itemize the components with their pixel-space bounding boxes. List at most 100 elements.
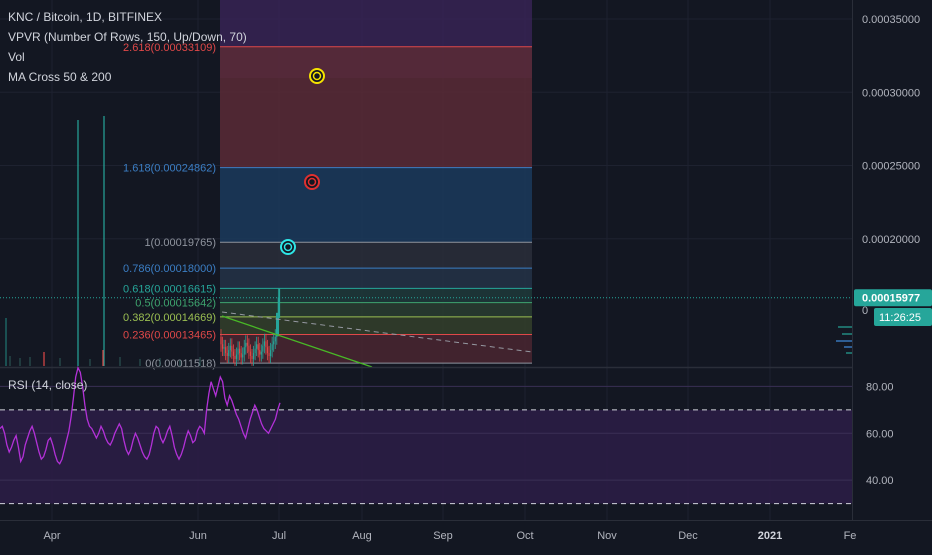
candle-body [252, 353, 255, 359]
candle-body [240, 353, 242, 358]
rsi-band [0, 409, 852, 504]
fib-label-1: 1(0.00019765) [144, 237, 216, 249]
fib-label-0-786: 0.786(0.00018000) [123, 263, 216, 275]
partial-tick: 0 [862, 305, 868, 317]
fib-band [220, 46, 532, 168]
rsi-axis[interactable]: 80.00 60.00 40.00 [866, 381, 894, 487]
countdown-label: 11:26:25 [879, 312, 921, 324]
candle-body [262, 345, 264, 352]
volume-spikes [5, 116, 105, 366]
rsi-panel [0, 365, 852, 505]
time-tick-jul: Jul [272, 530, 286, 542]
time-tick-dec: Dec [678, 530, 698, 542]
candle-body [246, 342, 248, 346]
candle-body [259, 350, 261, 355]
candle-body [242, 354, 244, 358]
low-volume-histogram [9, 356, 201, 366]
price-candles [220, 288, 281, 366]
fib-band [220, 302, 532, 317]
candle-body [271, 344, 273, 351]
vpvr-profile [836, 326, 852, 354]
symbol-title[interactable]: KNC / Bitcoin, 1D, BITFINEX [8, 10, 163, 24]
price-tick-0: 0.00035000 [862, 14, 920, 26]
countdown-tag: 11:26:25 [874, 308, 932, 326]
time-tick-nov: Nov [597, 530, 617, 542]
rsi-series-line [0, 365, 281, 465]
candle-body [260, 351, 262, 355]
fib-label-0-236: 0.236(0.00013465) [123, 330, 216, 342]
candle-body [265, 341, 267, 348]
candle-body [225, 347, 227, 354]
fib-band [220, 288, 532, 303]
indicator-vol[interactable]: Vol [8, 50, 25, 64]
candle-body [277, 297, 279, 324]
candle-body [228, 350, 230, 357]
fib-band [220, 268, 532, 289]
indicator-vpvr[interactable]: VPVR (Number Of Rows, 150, Up/Down, 70) [8, 30, 247, 44]
fib-bands [220, 46, 532, 364]
time-tick-aug: Aug [352, 530, 372, 542]
breakout-candle [276, 312, 279, 337]
candle-body [223, 347, 225, 349]
price-tick-2: 0.00025000 [862, 161, 920, 173]
candle-body [257, 344, 259, 351]
fib-retracement: 2.618(0.00033109) 1.618(0.00024862) 1(0.… [123, 0, 532, 370]
candle-body [243, 347, 245, 355]
time-tick-oct: Oct [516, 530, 533, 542]
candle-body [232, 351, 234, 357]
current-price-tag: 0.00015977 [854, 289, 932, 307]
candle-body [268, 353, 270, 357]
time-tick-jun: Jun [189, 530, 207, 542]
time-tick-feb: Fe [844, 530, 857, 542]
candle-body [270, 350, 272, 357]
candle-body [237, 348, 239, 355]
fib-band [220, 167, 532, 243]
target-marker-yellow [309, 68, 325, 84]
candle-body [221, 344, 224, 349]
candle-body [256, 344, 258, 349]
candle-body [254, 348, 256, 354]
price-axis[interactable]: 0.00035000 0.00030000 0.00025000 0.00020… [862, 14, 920, 246]
candle-body [251, 356, 253, 359]
fib-band [220, 242, 532, 269]
rsi-tick-40: 40.00 [866, 475, 894, 487]
candle-body [245, 342, 247, 348]
rsi-tick-80: 80.00 [866, 381, 894, 393]
fib-label-0-382: 0.382(0.00014669) [123, 312, 216, 324]
candle-body [226, 353, 228, 357]
candle-body [235, 354, 238, 359]
candle-body [229, 345, 231, 351]
candle-body [249, 351, 252, 357]
target-marker-cyan [280, 239, 296, 255]
time-tick-sep: Sep [433, 530, 453, 542]
time-tick-apr: Apr [43, 530, 60, 542]
candle-body [234, 356, 236, 359]
rsi-tick-60: 60.00 [866, 428, 894, 440]
candle-body [273, 341, 275, 345]
candle-body [239, 348, 241, 354]
target-marker-red [304, 174, 320, 190]
fib-label-2-618: 2.618(0.00033109) [123, 42, 216, 54]
fib-lines [220, 46, 532, 364]
indicator-ma-cross[interactable]: MA Cross 50 & 200 [8, 70, 112, 84]
price-tick-1: 0.00030000 [862, 87, 920, 99]
time-axis[interactable]: Apr Jun Jul Aug Sep Oct Nov Dec 2021 Fe [43, 530, 856, 542]
fib-label-1-618: 1.618(0.00024862) [123, 163, 216, 175]
candle-body [220, 336, 222, 345]
candle-body [248, 345, 250, 352]
dashed-trendline [221, 311, 533, 353]
fib-label-0: 0(0.00011518) [145, 358, 216, 370]
candle-body [231, 345, 233, 352]
rsi-grid [0, 385, 852, 481]
price-tick-3: 0.00020000 [862, 234, 920, 246]
fib-label-0-618: 0.618(0.00016615) [123, 283, 216, 295]
current-price-label: 0.00015977 [862, 293, 920, 305]
candle-body [263, 341, 265, 346]
fib-band [220, 334, 532, 364]
ma-cross-line [221, 315, 373, 368]
fib-label-0-5: 0.5(0.00015642) [135, 298, 216, 310]
rsi-title[interactable]: RSI (14, close) [8, 378, 88, 392]
candle-body [274, 336, 276, 342]
